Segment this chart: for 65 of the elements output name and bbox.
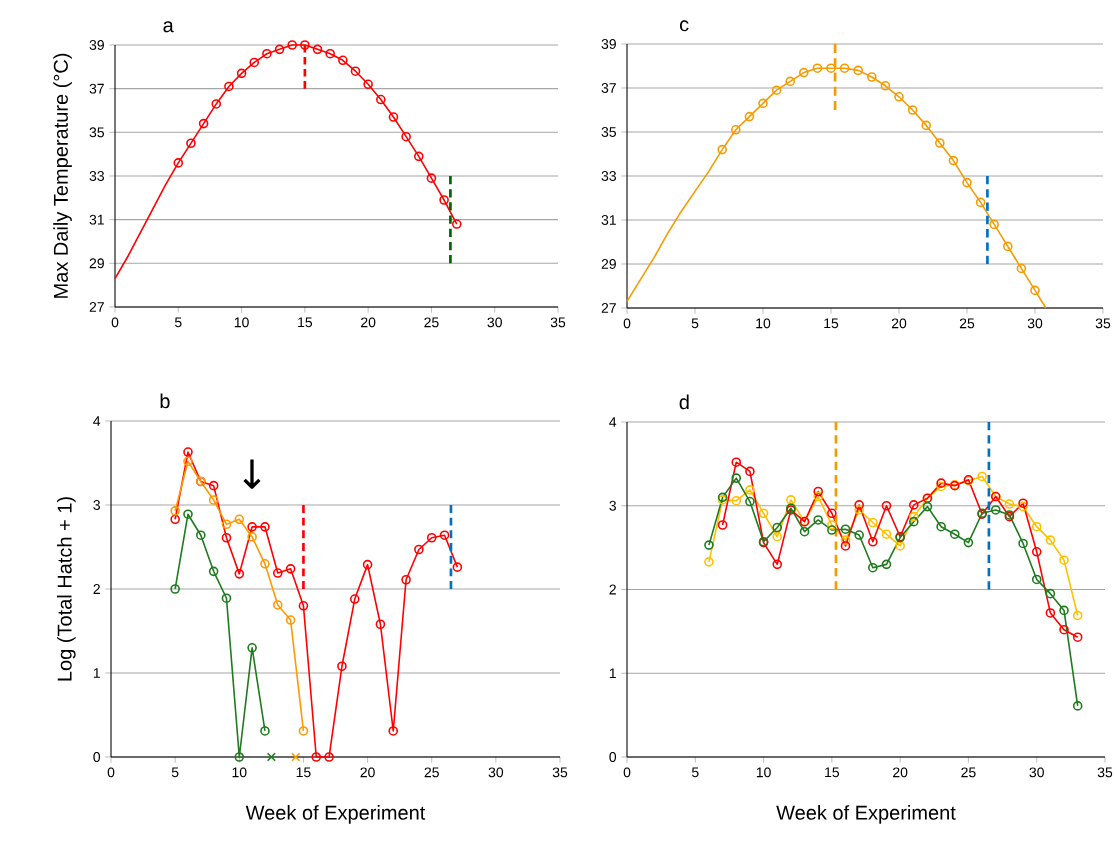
x-tick-label: 0 [623,318,631,329]
x-tick-label: 5 [691,767,699,778]
y-tick-label: 31 [89,214,104,225]
y-tick-label: 33 [89,171,104,181]
x-tick-label: 20 [360,767,375,778]
x-tick-label: 5 [174,317,182,328]
y-tick-label: 39 [89,40,104,50]
y-tick-label: 3 [93,500,100,510]
chart-title: d [679,394,689,410]
y-tick-label: 0 [93,752,101,762]
y-tick-label: 39 [601,39,616,49]
y-tick-label: 4 [93,416,101,426]
x-tick-label: 35 [1097,767,1113,778]
y-tick-label: 33 [601,171,616,181]
y-tick-label: 2 [609,584,616,595]
x-tick-label: 35 [552,767,568,778]
x-tick-label: 0 [107,767,115,778]
x-axis-title: Week of Experiment [776,805,956,824]
y-tick-label: 2 [93,584,100,594]
y-tick-label: 35 [601,127,617,137]
x-tick-label: 10 [756,767,771,778]
x-axis-title: Week of Experiment [245,805,426,824]
x-tick-label: 30 [487,317,502,328]
y-tick-label: 29 [89,258,104,269]
y-tick-label: 31 [601,215,616,225]
x-tick-label: 0 [623,767,631,778]
chart-title: a [163,21,174,33]
y-tick-label: 4 [609,417,617,427]
y-tick-label: 1 [609,668,616,679]
y-tick-label: 35 [89,127,105,138]
y-tick-label: 27 [601,303,616,313]
x-tick-label: 25 [424,317,439,328]
y-tick-label: 37 [601,83,616,93]
chart-title: c [679,20,689,32]
x-tick-label: 15 [825,767,840,778]
y-axis-title: Log (Total Hatch + 1) [57,497,76,681]
y-tick-label: 0 [609,752,617,762]
x-tick-label: 25 [424,767,439,778]
x-tick-label: 30 [1029,767,1044,778]
x-tick-label: 10 [232,767,247,778]
x-tick-label: 25 [959,318,975,329]
chart-title: b [160,393,170,409]
annotation: ↓ [243,459,261,489]
x-tick-label: 30 [488,767,504,778]
x-tick-label: 0 [111,317,119,328]
x-tick-label: 25 [961,767,976,778]
x-tick-label: 5 [171,767,179,778]
x-tick-label: 15 [824,318,839,329]
x-tick-label: 15 [298,317,313,328]
x-tick-label: 20 [361,317,376,328]
y-tick-label: 1 [93,668,100,678]
x-tick-label: 30 [1027,318,1043,329]
x-tick-label: 15 [296,767,311,778]
y-tick-label: 29 [601,259,616,269]
y-axis-title: Max Daily Temperature (°C) [53,53,72,298]
x-tick-label: 10 [234,317,249,328]
x-tick-label: 35 [1095,318,1111,329]
x-tick-label: 20 [891,318,907,329]
x-tick-label: 20 [893,767,908,778]
y-tick-label: 3 [609,500,616,511]
x-tick-label: 35 [550,317,566,328]
y-tick-label: 27 [89,302,104,312]
x-tick-label: 5 [691,318,699,329]
y-tick-label: 37 [89,83,104,94]
x-tick-label: 10 [756,318,771,329]
